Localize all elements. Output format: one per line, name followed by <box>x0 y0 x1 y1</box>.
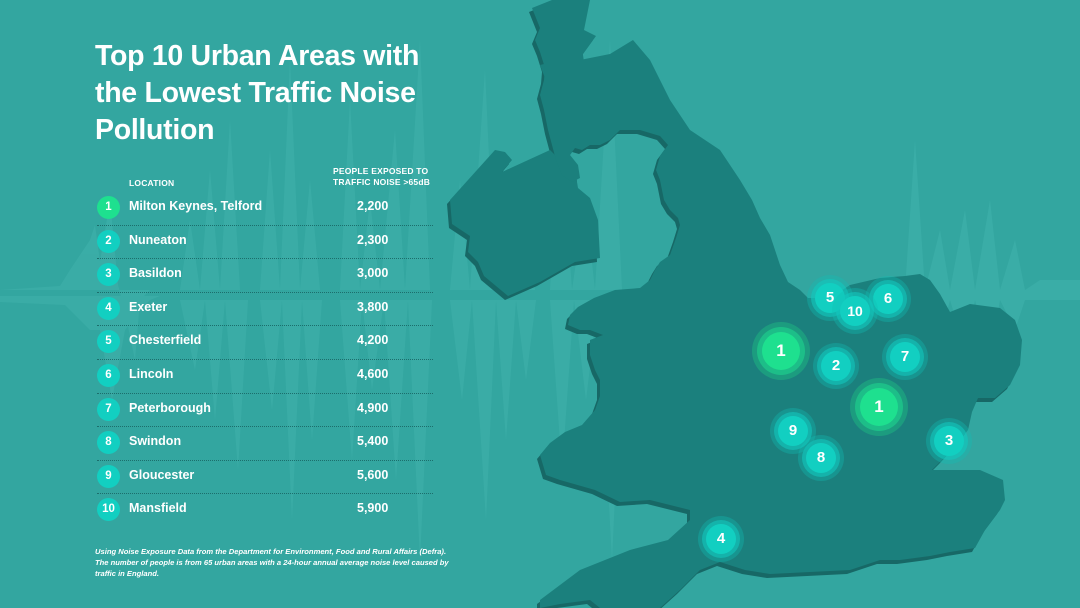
map-pin-rank-1: 1 <box>752 322 810 380</box>
pin-label: 1 <box>762 332 800 370</box>
table-row: 10 Mansfield 5,900 <box>97 494 433 527</box>
exposure-value: 4,200 <box>357 333 389 348</box>
pin-label: 1 <box>860 388 898 426</box>
pin-label: 9 <box>778 416 808 446</box>
location-name: Gloucester <box>129 467 195 482</box>
table-row: 9 Gloucester 5,600 <box>97 461 433 495</box>
map-pin-rank-3: 3 <box>926 418 972 464</box>
header-people-exposed: PEOPLE EXPOSED TO TRAFFIC NOISE >65dB <box>333 166 431 187</box>
exposure-value: 3,800 <box>357 299 389 314</box>
pin-label: 6 <box>873 284 903 314</box>
location-name: Basildon <box>129 266 182 281</box>
table-row: 6 Lincoln 4,600 <box>97 360 433 394</box>
location-name: Mansfield <box>129 501 187 516</box>
rank-badge: 3 <box>97 263 120 287</box>
table-row: 2 Nuneaton 2,300 <box>97 226 433 260</box>
page-title: Top 10 Urban Areas with the Lowest Traff… <box>95 40 420 146</box>
ranking-table: LOCATION PEOPLE EXPOSED TO TRAFFIC NOISE… <box>97 164 433 527</box>
rank-badge: 7 <box>97 397 120 421</box>
pin-label: 8 <box>806 443 836 473</box>
table-row: 3 Basildon 3,000 <box>97 259 433 293</box>
location-name: Peterborough <box>129 400 211 415</box>
map-pin-rank-4: 4 <box>698 516 744 562</box>
exposure-value: 2,300 <box>357 232 389 247</box>
source-footnote: Using Noise Exposure Data from the Depar… <box>95 547 449 578</box>
table-row: 5 Chesterfield 4,200 <box>97 326 433 360</box>
exposure-value: 5,600 <box>357 467 389 482</box>
location-name: Nuneaton <box>129 232 187 247</box>
rank-badge: 5 <box>97 330 120 354</box>
rank-badge: 8 <box>97 431 120 455</box>
table-row: 1 Milton Keynes, Telford 2,200 <box>97 192 433 226</box>
header-location: LOCATION <box>129 178 175 188</box>
exposure-value: 3,000 <box>357 266 389 281</box>
location-name: Swindon <box>129 434 182 449</box>
map-pin-rank-7: 7 <box>882 334 928 380</box>
map-pin-rank-9: 9 <box>770 408 816 454</box>
map-pin-rank-6: 6 <box>865 276 911 322</box>
rank-badge: 9 <box>97 464 120 488</box>
pin-label: 2 <box>821 351 851 381</box>
exposure-value: 5,400 <box>357 434 389 449</box>
exposure-value: 4,600 <box>357 366 389 381</box>
pin-label: 4 <box>706 524 736 554</box>
map-pin-rank-2: 2 <box>813 343 859 389</box>
pin-label: 3 <box>934 426 964 456</box>
exposure-value: 2,200 <box>357 199 389 213</box>
table-row: 8 Swindon 5,400 <box>97 427 433 461</box>
pin-label: 7 <box>890 342 920 372</box>
table-header: LOCATION PEOPLE EXPOSED TO TRAFFIC NOISE… <box>97 164 433 192</box>
exposure-value: 5,900 <box>357 501 389 516</box>
location-name: Lincoln <box>129 366 174 381</box>
table-row: 7 Peterborough 4,900 <box>97 394 433 428</box>
exposure-value: 4,900 <box>357 400 389 415</box>
table-row: 4 Exeter 3,800 <box>97 293 433 327</box>
rank-badge: 10 <box>97 498 120 522</box>
location-name: Chesterfield <box>129 333 202 348</box>
pin-label: 10 <box>840 296 870 326</box>
rank-badge: 6 <box>97 363 120 387</box>
rank-badge: 4 <box>97 296 120 320</box>
map-pin-rank-10: 10 <box>832 288 878 334</box>
location-name: Exeter <box>129 299 168 314</box>
rank-badge: 1 <box>97 196 120 219</box>
rank-badge: 2 <box>97 229 120 253</box>
map-pin-rank-1: 1 <box>850 378 908 436</box>
location-name: Milton Keynes, Telford <box>129 199 263 213</box>
